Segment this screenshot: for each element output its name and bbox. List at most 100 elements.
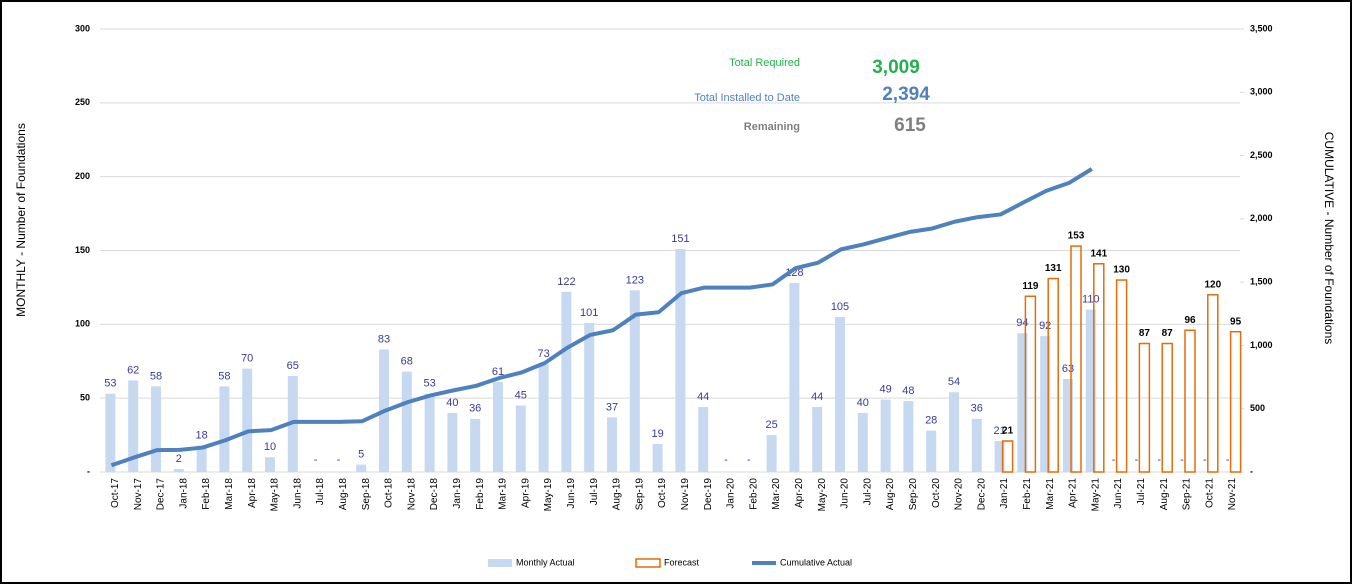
- value-label: 120: [1204, 279, 1221, 290]
- actual-bar: [242, 368, 253, 472]
- value-label: 44: [697, 391, 709, 403]
- x-tick-label: Dec-19: [703, 478, 714, 511]
- actual-bar: [219, 386, 230, 472]
- summary-label: Total Required: [729, 57, 800, 69]
- y2-tick-label: 500: [1250, 403, 1265, 413]
- x-tick-label: Mar-20: [771, 478, 782, 510]
- x-tick-label: Apr-20: [794, 478, 805, 508]
- y2-tick-label: 3,500: [1250, 23, 1273, 33]
- value-label: 18: [195, 429, 207, 441]
- actual-bar: [629, 290, 640, 472]
- actual-bar: [903, 401, 914, 472]
- x-tick-label: Nov-19: [680, 478, 691, 511]
- value-label: 110: [1082, 293, 1100, 305]
- actual-bar: [584, 322, 595, 472]
- actual-bar: [994, 440, 1005, 472]
- actual-bar: [971, 418, 982, 472]
- value-label: 2: [176, 453, 182, 465]
- value-label: 36: [469, 403, 481, 415]
- actual-bar: [1085, 309, 1096, 472]
- actual-bar: [949, 392, 959, 472]
- actual-bar: [401, 371, 412, 472]
- value-label: 21: [993, 425, 1005, 437]
- actual-bar: [538, 364, 549, 472]
- value-label: 36: [971, 403, 983, 415]
- x-tick-label: Jan-21: [999, 478, 1010, 509]
- x-tick-label: Apr-18: [247, 478, 258, 508]
- value-label: 45: [515, 389, 527, 401]
- value-label: 25: [765, 419, 777, 431]
- x-tick-label: Oct-18: [384, 478, 395, 508]
- value-label: 101: [580, 307, 598, 319]
- value-label: -: [1157, 454, 1161, 466]
- x-tick-label: Dec-17: [156, 478, 167, 511]
- x-tick-label: Apr-19: [520, 478, 531, 508]
- actual-bar: [424, 393, 435, 472]
- x-tick-label: May-18: [270, 478, 281, 512]
- x-tick-label: Jul-20: [862, 478, 873, 506]
- legend-swatch: [488, 559, 512, 567]
- x-tick-label: Jun-18: [292, 478, 303, 509]
- value-label: 123: [626, 274, 644, 286]
- summary-value: 615: [894, 115, 926, 136]
- actual-bar: [675, 249, 686, 472]
- actual-bar: [1017, 333, 1028, 472]
- x-tick-label: Apr-21: [1068, 478, 1079, 508]
- value-label: 65: [287, 360, 299, 372]
- y-tick-label: 100: [75, 319, 90, 329]
- y2-axis-title: CUMULATIVE - Number of Foundations: [1322, 132, 1336, 345]
- x-tick-label: Mar-19: [498, 478, 509, 510]
- actual-bar: [766, 435, 777, 472]
- value-label: 73: [537, 348, 549, 360]
- forecast-bar: [1161, 342, 1173, 473]
- y-axis-title: MONTHLY - Number of Foundations: [14, 123, 28, 317]
- legend-label: Cumulative Actual: [780, 557, 852, 567]
- value-label: 44: [811, 391, 823, 403]
- x-tick-label: Dec-20: [976, 478, 987, 511]
- value-label: 83: [378, 333, 390, 345]
- value-label: 92: [1039, 320, 1051, 332]
- x-tick-label: Oct-20: [931, 478, 942, 508]
- x-tick-label: Jul-21: [1136, 478, 1147, 506]
- legend-label: Monthly Actual: [516, 557, 575, 567]
- forecast-bar: [1047, 277, 1059, 473]
- x-tick-label: May-20: [817, 478, 828, 512]
- value-label: -: [747, 454, 751, 466]
- summary-value: 2,394: [882, 84, 930, 105]
- forecast-bar: [1115, 279, 1128, 473]
- x-tick-label: May-19: [543, 478, 554, 512]
- x-tick-label: Aug-20: [885, 478, 896, 511]
- x-tick-label: May-21: [1090, 478, 1101, 512]
- value-label: 58: [218, 370, 230, 382]
- actual-bar: [356, 464, 367, 472]
- value-label: 49: [879, 384, 891, 396]
- summary-value: 3,009: [872, 57, 920, 78]
- legend-swatch: [635, 558, 661, 568]
- value-label: 141: [1090, 248, 1107, 259]
- y-tick-label: 50: [80, 393, 90, 403]
- value-label: 19: [651, 428, 663, 440]
- summary-label: Total Installed to Date: [694, 92, 800, 104]
- actual-bar: [173, 469, 184, 472]
- y-tick-label: 300: [75, 23, 90, 33]
- summary-label: Remaining: [744, 121, 800, 133]
- x-tick-label: Jun-21: [1113, 478, 1124, 509]
- value-label: 37: [606, 401, 618, 413]
- value-label: -: [337, 454, 341, 466]
- value-label: -: [1203, 454, 1207, 466]
- forecast-bar: [1024, 295, 1037, 473]
- x-tick-label: Jan-19: [452, 478, 463, 509]
- x-tick-label: Feb-20: [748, 478, 759, 510]
- forecast-bar: [1229, 330, 1242, 473]
- y2-tick-label: 1,000: [1250, 340, 1273, 350]
- value-label: 58: [150, 370, 162, 382]
- x-tick-label: Sep-21: [1182, 478, 1193, 511]
- actual-bar: [515, 405, 526, 472]
- legend-label: Forecast: [664, 557, 700, 567]
- y2-tick-label: 3,000: [1250, 87, 1273, 97]
- value-label: -: [1135, 454, 1139, 466]
- actual-bar: [105, 393, 116, 472]
- forecast-bar: [1184, 329, 1196, 473]
- actual-bar: [265, 457, 275, 472]
- value-label: 61: [492, 366, 504, 378]
